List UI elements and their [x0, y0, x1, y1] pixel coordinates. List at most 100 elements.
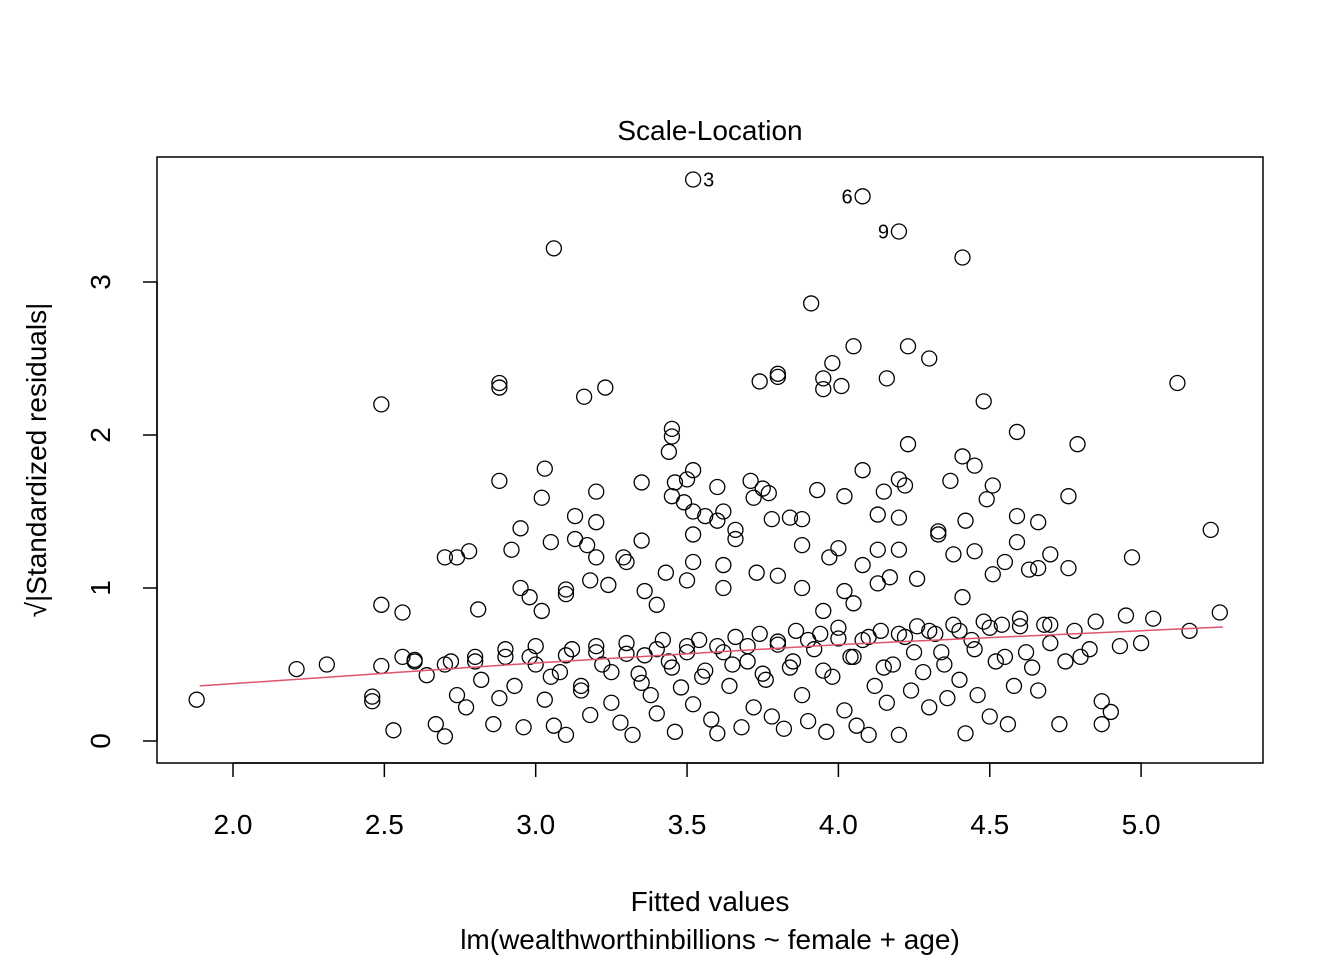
data-point	[1011, 610, 1029, 627]
data-point	[364, 693, 381, 710]
data-point	[784, 653, 802, 670]
data-point	[385, 722, 402, 739]
data-point	[724, 656, 741, 673]
data-point	[557, 647, 575, 664]
data-point	[890, 726, 908, 744]
data-point	[1060, 488, 1077, 505]
data-point	[579, 537, 596, 554]
data-point	[815, 370, 832, 387]
point-labels: 3 6 9	[703, 169, 889, 243]
data-point	[663, 420, 681, 438]
data-point	[527, 656, 544, 673]
data-point	[506, 677, 523, 695]
data-point	[697, 662, 714, 679]
data-point	[854, 462, 871, 479]
data-point	[754, 665, 771, 682]
y-tick-label: 2	[85, 427, 116, 443]
data-point	[1111, 637, 1129, 655]
data-point	[969, 686, 986, 704]
data-point	[612, 714, 629, 731]
data-point	[930, 526, 947, 543]
x-tick-label: 4.0	[819, 809, 858, 840]
data-point	[1008, 533, 1026, 551]
data-point	[878, 694, 895, 711]
data-point	[803, 295, 820, 312]
data-point	[491, 472, 508, 490]
data-point	[542, 668, 559, 685]
data-point	[781, 659, 799, 676]
data-point	[566, 507, 584, 525]
data-point	[957, 725, 974, 742]
data-point	[1093, 716, 1110, 733]
data-point	[869, 506, 886, 523]
data-point	[1011, 618, 1029, 635]
data-point	[642, 686, 659, 704]
data-point	[615, 549, 632, 566]
x-axis: 2.0 2.5 3.0 3.5 4.0 4.5 5.0	[214, 762, 1161, 840]
data-point	[666, 723, 684, 740]
data-point	[536, 691, 553, 708]
data-point	[957, 512, 974, 529]
data-point	[1036, 616, 1053, 633]
data-point	[691, 631, 708, 649]
data-point	[966, 543, 983, 560]
data-point	[557, 726, 575, 744]
data-point	[1081, 641, 1098, 658]
data-point	[966, 641, 983, 658]
data-point	[1169, 374, 1186, 392]
data-point	[984, 566, 1001, 583]
data-point	[485, 716, 502, 733]
data-point	[427, 716, 444, 733]
data-point	[899, 436, 917, 453]
data-point	[697, 507, 714, 525]
data-point	[984, 477, 1001, 494]
data-point	[996, 553, 1014, 571]
data-point	[809, 481, 826, 499]
data-point	[603, 694, 620, 711]
data-point	[860, 726, 877, 744]
plot-frame	[156, 156, 1264, 764]
chart-title: Scale-Location	[617, 115, 802, 146]
data-point	[987, 653, 1004, 670]
data-point	[793, 686, 811, 704]
data-point	[1093, 693, 1110, 710]
data-point	[1211, 604, 1228, 621]
data-point	[1020, 561, 1038, 578]
data-point	[945, 546, 962, 563]
data-point	[1087, 613, 1104, 630]
data-point	[394, 648, 411, 665]
data-point	[836, 702, 853, 719]
data-point	[545, 240, 563, 257]
data-point	[648, 641, 665, 658]
data-point	[188, 691, 205, 708]
data-point	[715, 579, 732, 597]
data-point	[663, 428, 681, 445]
data-point	[503, 541, 520, 558]
data-point	[394, 604, 411, 621]
x-tick-label: 3.0	[516, 809, 555, 840]
data-point	[533, 489, 550, 506]
data-point	[951, 622, 968, 639]
data-point	[467, 653, 484, 670]
data-point	[512, 520, 529, 537]
data-point	[1023, 659, 1041, 676]
data-point	[927, 625, 944, 643]
data-point	[836, 488, 853, 505]
data-point	[1181, 622, 1198, 639]
data-point	[1051, 716, 1068, 733]
data-point	[660, 653, 678, 670]
data-point	[633, 474, 650, 491]
data-point	[875, 659, 892, 676]
data-point	[869, 575, 886, 592]
data-point	[1202, 521, 1219, 539]
data-point	[684, 696, 702, 713]
data-point	[1145, 610, 1162, 627]
data-point	[575, 388, 593, 405]
data-point	[721, 677, 738, 695]
data-point	[754, 480, 771, 497]
data-point	[818, 723, 835, 740]
data-point	[545, 717, 563, 734]
data-point	[457, 699, 475, 716]
data-point	[830, 619, 847, 636]
